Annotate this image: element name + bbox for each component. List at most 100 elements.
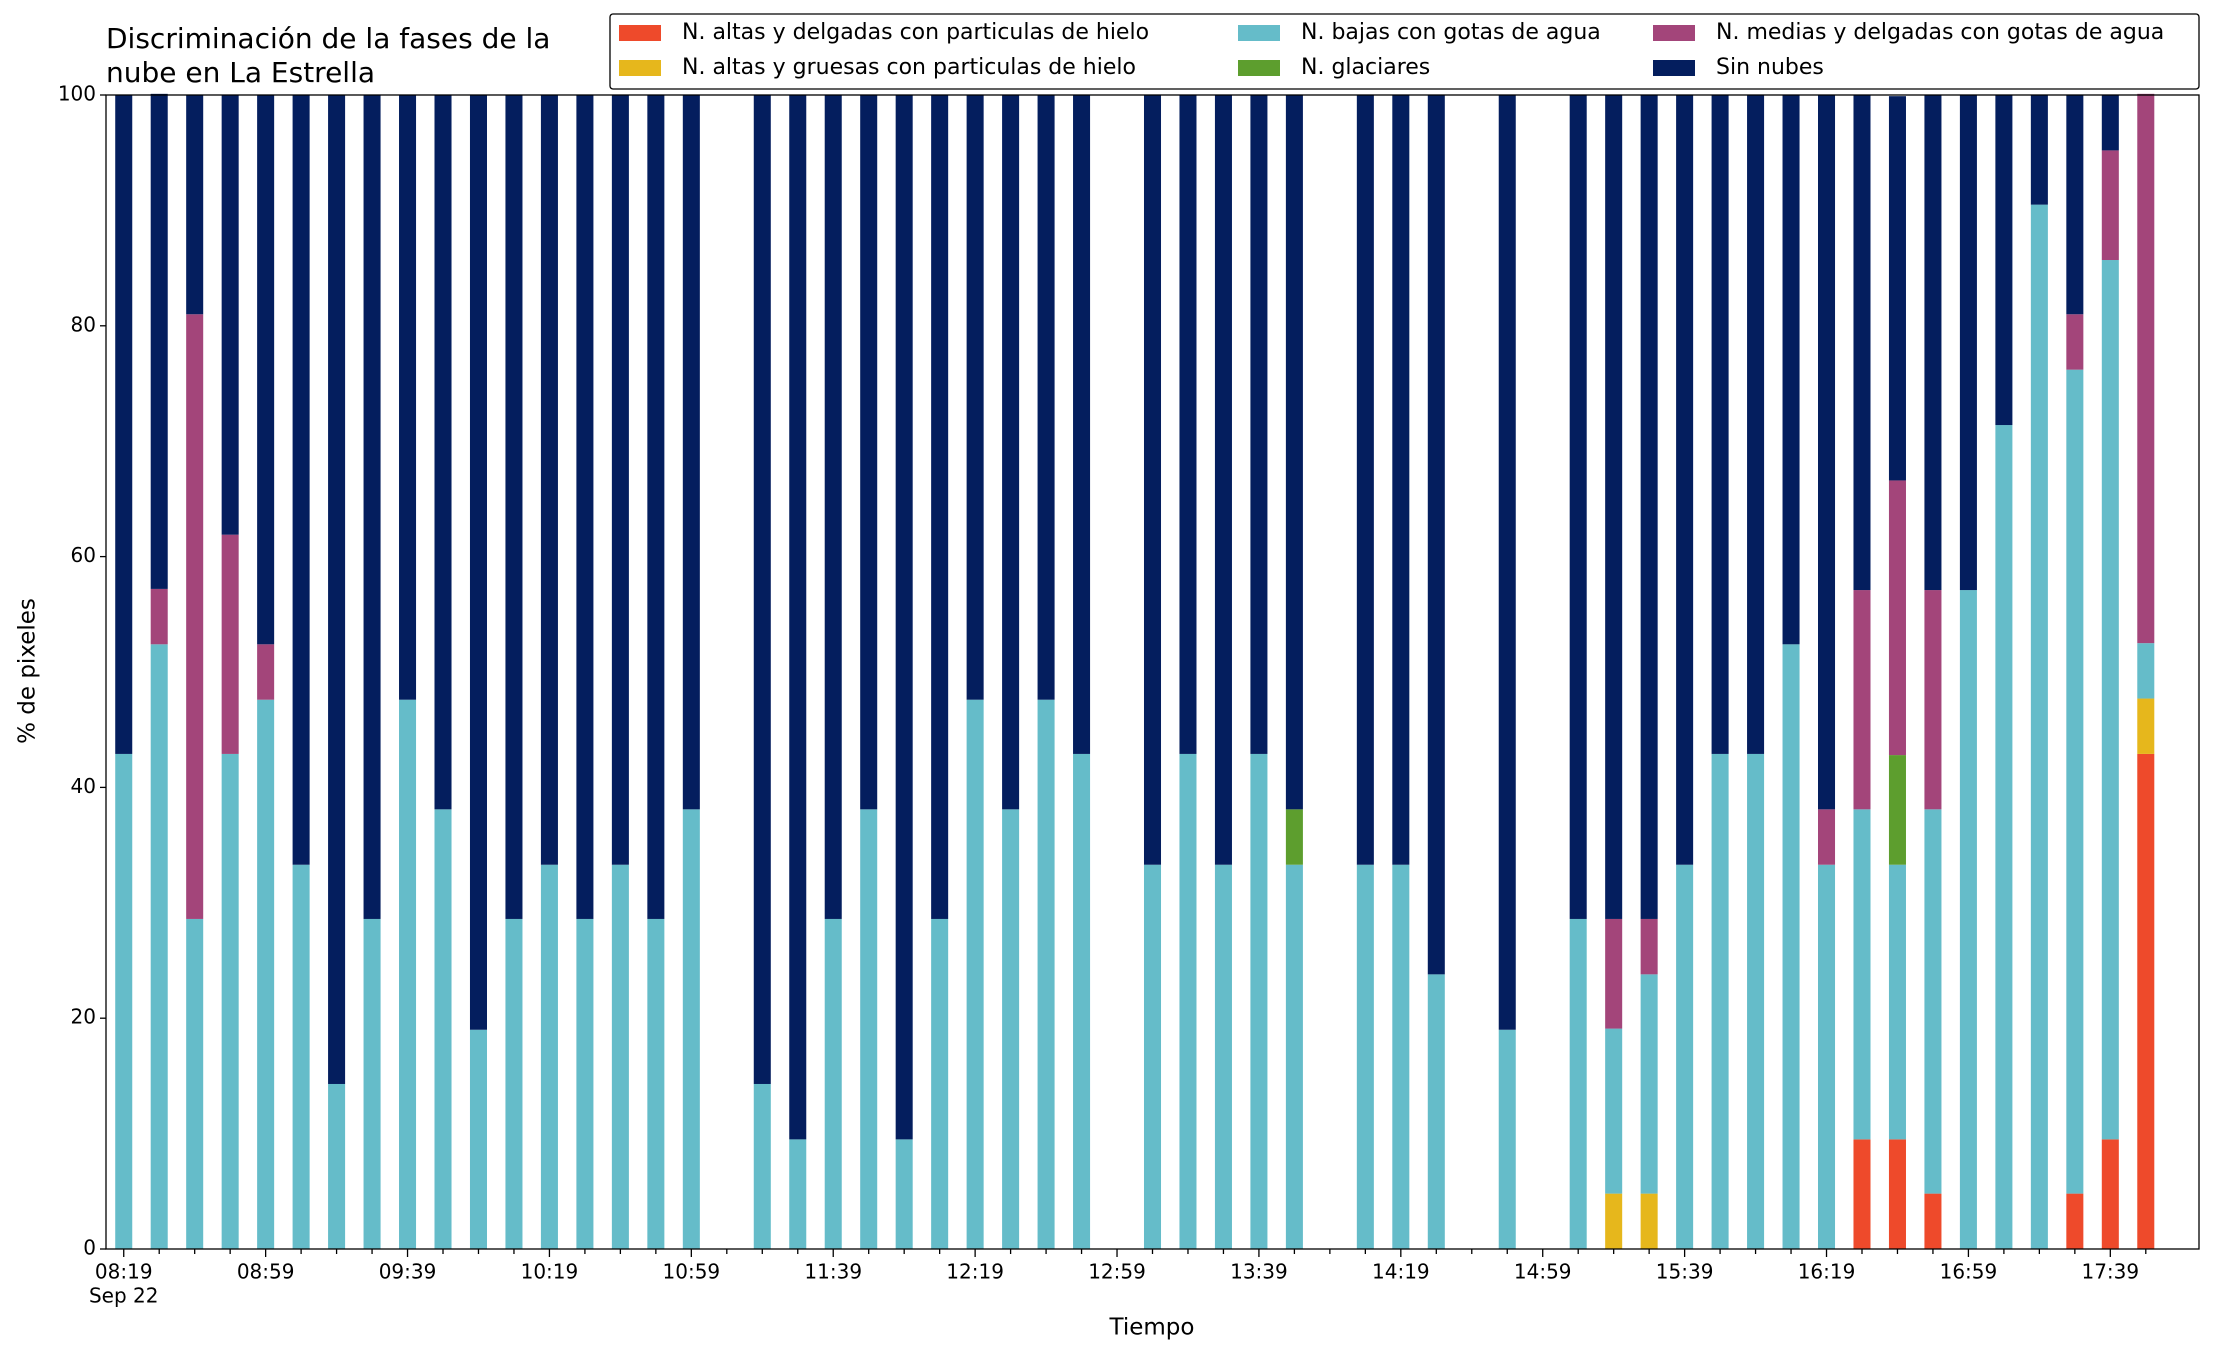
bar-segment (2137, 698, 2155, 754)
bar-segment (1747, 753, 1765, 1249)
y-tick-label: 100 (58, 82, 96, 106)
bar-segment (2066, 95, 2084, 315)
bar-segment (1285, 864, 1303, 1249)
bar-segment (1285, 95, 1303, 810)
bar-segment (931, 95, 949, 919)
legend-label: N. altas y delgadas con particulas de hi… (682, 20, 1149, 45)
x-axis-label: Tiempo (1109, 1315, 1195, 1341)
legend-label: Sin nubes (1716, 55, 1824, 80)
bar-segment (2137, 753, 2155, 1249)
x-tick-label: 10:59 (663, 1260, 721, 1284)
bar-segment (257, 699, 275, 1249)
bar-segment (2030, 95, 2048, 205)
x-tick-label: 14:59 (1514, 1260, 1572, 1284)
bar-segment (1002, 95, 1020, 810)
bar-segment (1250, 95, 1268, 754)
x-tick-label: 08:59 (237, 1260, 295, 1284)
bar-segment (434, 809, 452, 1249)
bar-segment (2066, 369, 2084, 1194)
legend-label: N. medias y delgadas con gotas de agua (1716, 20, 2164, 45)
x-tick-label: 14:19 (1372, 1260, 1430, 1284)
bar-segment (1853, 809, 1871, 1140)
bar-segment (1427, 95, 1445, 975)
x-tick-label: 13:39 (1230, 1260, 1288, 1284)
bar-segment (1853, 95, 1871, 591)
bar-segment (469, 95, 487, 1030)
bar-segment (540, 95, 558, 865)
bar-segment (1002, 809, 1020, 1249)
bar-segment (1711, 95, 1729, 754)
bar-segment (1640, 974, 1658, 1194)
bar-segment (966, 95, 984, 700)
x-tick-label: 12:19 (946, 1260, 1004, 1284)
y-axis-label: % de pixeles (15, 598, 41, 744)
bar-segment (1427, 974, 1445, 1249)
bar-segment (1392, 864, 1410, 1249)
bar-segment (1640, 918, 1658, 975)
bar-segment (1143, 95, 1162, 865)
bar-segment (611, 95, 629, 865)
bar-segment (150, 588, 168, 645)
bar-segment (1676, 95, 1694, 865)
y-tick-label: 0 (83, 1236, 96, 1260)
bar-segment (576, 918, 594, 1249)
bar-segment (1037, 95, 1055, 700)
bar-segment (115, 95, 133, 754)
bar-segment (1037, 699, 1055, 1249)
bar-segment (1711, 753, 1729, 1249)
bar-segment (647, 95, 665, 919)
bar-segment (1782, 95, 1800, 645)
bar-segment (186, 95, 204, 315)
bar-segment (895, 1139, 913, 1249)
y-tick-label: 80 (71, 312, 96, 336)
bar-segment (2101, 260, 2119, 1140)
y-tick-label: 40 (71, 774, 96, 798)
bar-segment (1498, 95, 1516, 1030)
x-tick-label: 17:39 (2081, 1260, 2139, 1284)
bar-segment (1569, 95, 1587, 919)
x-tick-label: 10:19 (521, 1260, 579, 1284)
legend-swatch (619, 60, 661, 76)
legend-swatch (1238, 25, 1280, 41)
x-tick-label: 15:39 (1656, 1260, 1714, 1284)
bar-segment (1853, 1139, 1871, 1249)
bar-segment (1392, 95, 1410, 865)
legend-swatch (1653, 60, 1695, 76)
x-tick-label: 08:19 (95, 1260, 153, 1284)
bar-segment (363, 918, 381, 1249)
bar-segment (399, 95, 417, 700)
legend-swatch (1238, 60, 1280, 76)
bar-segment (1676, 864, 1694, 1249)
bar-segment (1959, 590, 1977, 1249)
bar-segment (1924, 809, 1942, 1194)
y-tick-label: 60 (71, 543, 96, 567)
chart-title: Discriminación de la fases de la (106, 22, 550, 55)
bar-segment (824, 95, 842, 919)
bar-segment (789, 1139, 807, 1249)
bar-segment (186, 314, 204, 919)
legend-box (609, 13, 2200, 90)
legend-swatch (619, 25, 661, 41)
bar-segment (1888, 1139, 1906, 1249)
bar-segment (1214, 864, 1232, 1249)
bar-segment (1888, 480, 1906, 756)
bar-segment (221, 95, 239, 535)
bar-segment (1747, 95, 1765, 754)
bar-segment (540, 864, 558, 1249)
bar-segment (2101, 1139, 2119, 1249)
bar-segment (931, 918, 949, 1249)
bar-segment (1605, 918, 1623, 1029)
x-tick-label: 11:39 (804, 1260, 862, 1284)
bar-segment (221, 753, 239, 1249)
bar-segment (434, 95, 452, 810)
bar-segment (2066, 314, 2084, 370)
bar-segment (1073, 753, 1091, 1249)
bar-segment (363, 95, 381, 919)
bar-segment (115, 753, 133, 1249)
bar-segment (186, 918, 204, 1249)
bar-segment (1995, 425, 2013, 1249)
legend-swatch (1653, 25, 1695, 41)
chart-title: nube en La Estrella (106, 56, 375, 89)
